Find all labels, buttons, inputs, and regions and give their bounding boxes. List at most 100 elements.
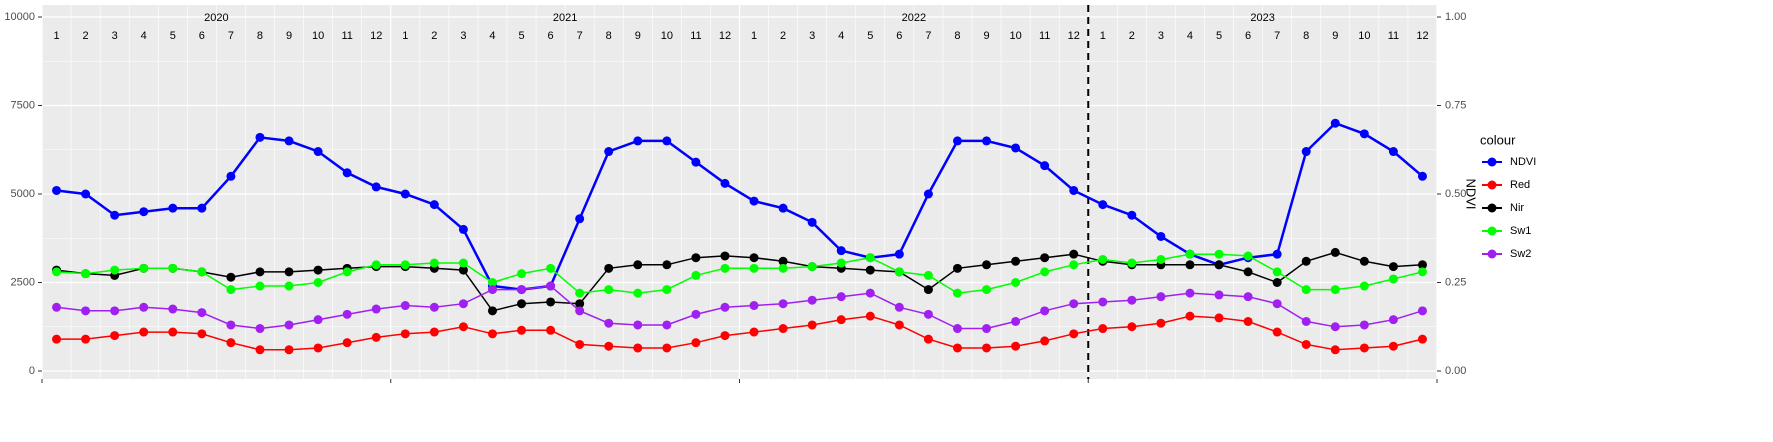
point	[1301, 316, 1311, 326]
point	[284, 267, 294, 277]
point	[749, 253, 759, 263]
month-label: 4	[489, 30, 495, 42]
point	[865, 265, 875, 275]
point	[836, 315, 846, 325]
point	[1359, 343, 1369, 353]
point	[836, 292, 846, 302]
point	[110, 331, 120, 341]
month-label: 8	[606, 30, 612, 42]
point	[604, 285, 614, 295]
point	[952, 263, 962, 273]
y-tick-label: 2500	[11, 276, 35, 288]
month-label: 9	[286, 30, 292, 42]
point	[400, 189, 410, 199]
point	[1417, 267, 1427, 277]
point	[691, 270, 701, 280]
point	[836, 258, 846, 268]
point	[546, 297, 556, 307]
point	[110, 306, 120, 316]
point	[1156, 292, 1166, 302]
point	[1098, 324, 1108, 334]
point	[1185, 260, 1195, 270]
point	[168, 203, 178, 213]
point	[749, 301, 759, 311]
point	[371, 304, 381, 314]
point	[1330, 118, 1340, 128]
legend-title: colour	[1480, 132, 1516, 147]
point	[720, 302, 730, 312]
point	[982, 324, 992, 334]
point	[778, 203, 788, 213]
point	[197, 267, 207, 277]
point	[575, 288, 585, 298]
point	[1156, 254, 1166, 264]
point	[458, 224, 468, 234]
point	[952, 343, 962, 353]
point	[517, 285, 527, 295]
month-label: 11	[690, 30, 701, 42]
point	[139, 263, 149, 273]
point	[458, 299, 468, 309]
point	[81, 189, 91, 199]
point	[546, 325, 556, 335]
point	[662, 136, 672, 146]
point	[1388, 262, 1398, 272]
point	[1098, 297, 1108, 307]
legend-key-point	[1487, 180, 1497, 190]
point	[1330, 285, 1340, 295]
point	[1243, 316, 1253, 326]
point	[894, 302, 904, 312]
point	[865, 288, 875, 298]
point	[226, 320, 236, 330]
month-label: 10	[661, 30, 673, 42]
point	[458, 258, 468, 268]
point	[313, 315, 323, 325]
series-line	[56, 315, 1423, 351]
point	[982, 136, 992, 146]
month-label: 8	[257, 30, 263, 42]
point	[1011, 341, 1021, 351]
y-tick-label: 10000	[4, 11, 35, 23]
point	[1156, 318, 1166, 328]
point	[1272, 278, 1282, 287]
legend-label: NDVI	[1510, 156, 1536, 168]
y-tick-label: 5000	[11, 188, 35, 200]
point	[139, 207, 149, 217]
point	[81, 306, 91, 316]
point	[982, 285, 992, 295]
month-label: 2	[431, 30, 437, 42]
point	[1301, 339, 1311, 349]
point	[1011, 316, 1021, 326]
month-label: 11	[1039, 30, 1050, 42]
point	[1040, 267, 1050, 277]
month-label: 12	[719, 30, 731, 42]
point	[1359, 281, 1369, 291]
point	[313, 278, 323, 287]
point	[168, 263, 178, 273]
point	[778, 256, 788, 266]
month-label: 7	[228, 30, 234, 42]
point	[1272, 299, 1282, 309]
point	[52, 185, 62, 195]
month-label: 2	[780, 30, 786, 42]
month-label: 1	[1100, 30, 1106, 42]
point	[923, 309, 933, 319]
point	[1214, 249, 1224, 259]
point	[52, 302, 62, 312]
point	[836, 246, 846, 256]
month-label: 9	[983, 30, 989, 42]
month-label: 5	[170, 30, 176, 42]
series-line	[56, 121, 1424, 291]
point	[371, 260, 381, 270]
point	[662, 320, 672, 330]
point	[604, 318, 614, 328]
point	[923, 189, 933, 199]
point	[1243, 267, 1253, 277]
point	[923, 334, 933, 344]
point	[662, 285, 672, 295]
point	[1359, 256, 1369, 266]
point	[517, 299, 527, 309]
month-label: 7	[577, 30, 583, 42]
month-label: 2	[83, 30, 89, 42]
point	[894, 249, 904, 259]
